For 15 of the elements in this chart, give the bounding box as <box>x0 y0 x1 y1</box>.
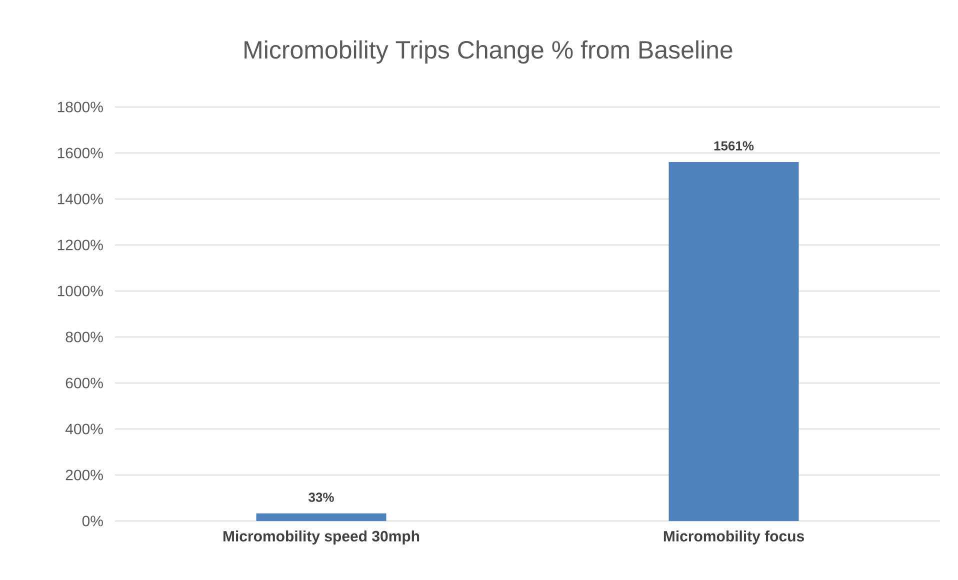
y-tick-label: 1800% <box>58 102 103 112</box>
y-tick-label: 1000% <box>58 286 103 296</box>
y-tick-label: 400% <box>65 424 103 434</box>
x-tick-label: Micromobility speed 30mph <box>223 530 420 544</box>
y-tick-label: 600% <box>66 378 103 388</box>
data-label: 33% <box>308 492 334 502</box>
y-tick-label: 800% <box>66 332 103 342</box>
y-tick-label: 0% <box>82 516 103 526</box>
x-tick-label: Micromobility focus <box>664 530 804 544</box>
y-tick-label: 1200% <box>58 240 103 250</box>
y-tick-label: 200% <box>66 470 103 480</box>
chart-title: Micromobility Trips Change % from Baseline <box>244 40 732 64</box>
y-tick-label: 1600% <box>58 148 103 158</box>
y-tick-label: 1400% <box>58 194 103 204</box>
data-label: 1561% <box>714 141 754 150</box>
